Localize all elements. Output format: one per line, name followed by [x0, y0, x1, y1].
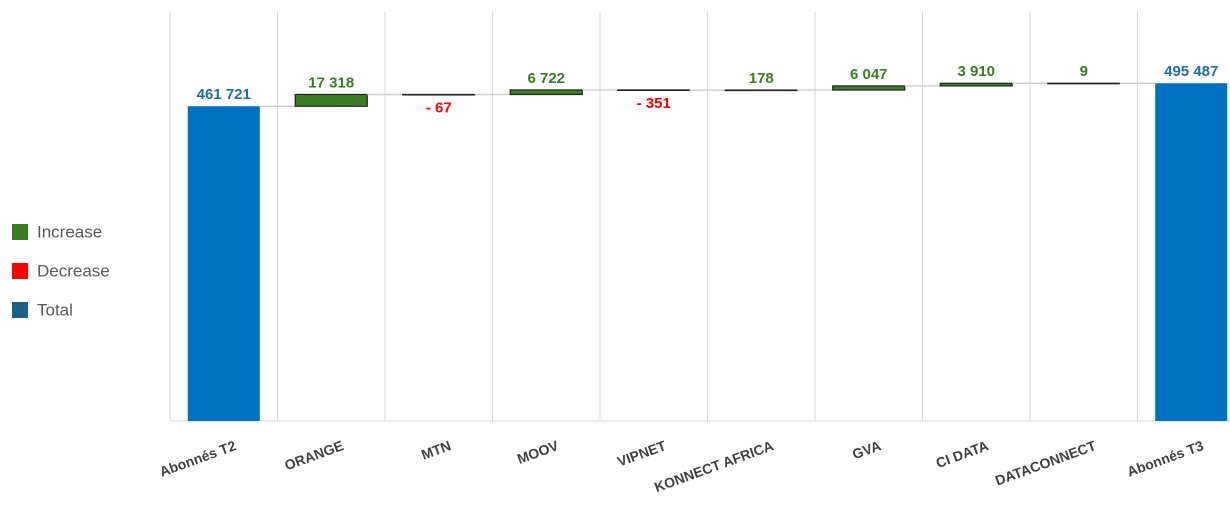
x-tick-label: CI DATA	[934, 437, 991, 471]
legend-label: Increase	[37, 222, 102, 241]
bar	[402, 93, 476, 96]
value-label: 178	[749, 70, 774, 87]
value-label: 3 910	[957, 63, 995, 80]
x-tick-label: Abonnés T2	[157, 437, 238, 480]
legend-swatch	[12, 224, 28, 240]
bar	[187, 106, 260, 421]
x-tick-label: KONNECT AFRICA	[652, 437, 775, 495]
bar	[294, 93, 368, 107]
bar	[939, 82, 1013, 87]
value-label: 9	[1080, 63, 1088, 80]
value-label: 6 047	[850, 66, 888, 83]
value-label: 17 318	[308, 74, 354, 91]
legend-label: Decrease	[37, 261, 110, 280]
bar	[832, 85, 906, 91]
x-tick-label: MTN	[419, 437, 453, 462]
value-label: - 351	[637, 95, 671, 112]
x-tick-label: GVA	[850, 437, 883, 462]
value-label: 461 721	[197, 86, 251, 103]
value-label: - 67	[426, 99, 452, 116]
bar	[617, 89, 691, 92]
value-label: 6 722	[527, 70, 565, 87]
x-tick-label: DATACONNECT	[993, 437, 1099, 488]
x-tick-label: ORANGE	[282, 437, 345, 473]
x-tick-label: Abonnés T3	[1125, 437, 1206, 480]
x-tick-label: MOOV	[515, 437, 561, 467]
bar	[1047, 82, 1121, 85]
bar	[724, 89, 798, 92]
legend-label: Total	[37, 300, 73, 319]
value-label: 495 487	[1164, 63, 1218, 80]
bar	[1155, 83, 1228, 421]
legend-swatch	[12, 263, 28, 279]
x-tick-label: VIPNET	[615, 437, 668, 469]
legend-swatch	[12, 302, 28, 318]
bar	[509, 89, 583, 96]
